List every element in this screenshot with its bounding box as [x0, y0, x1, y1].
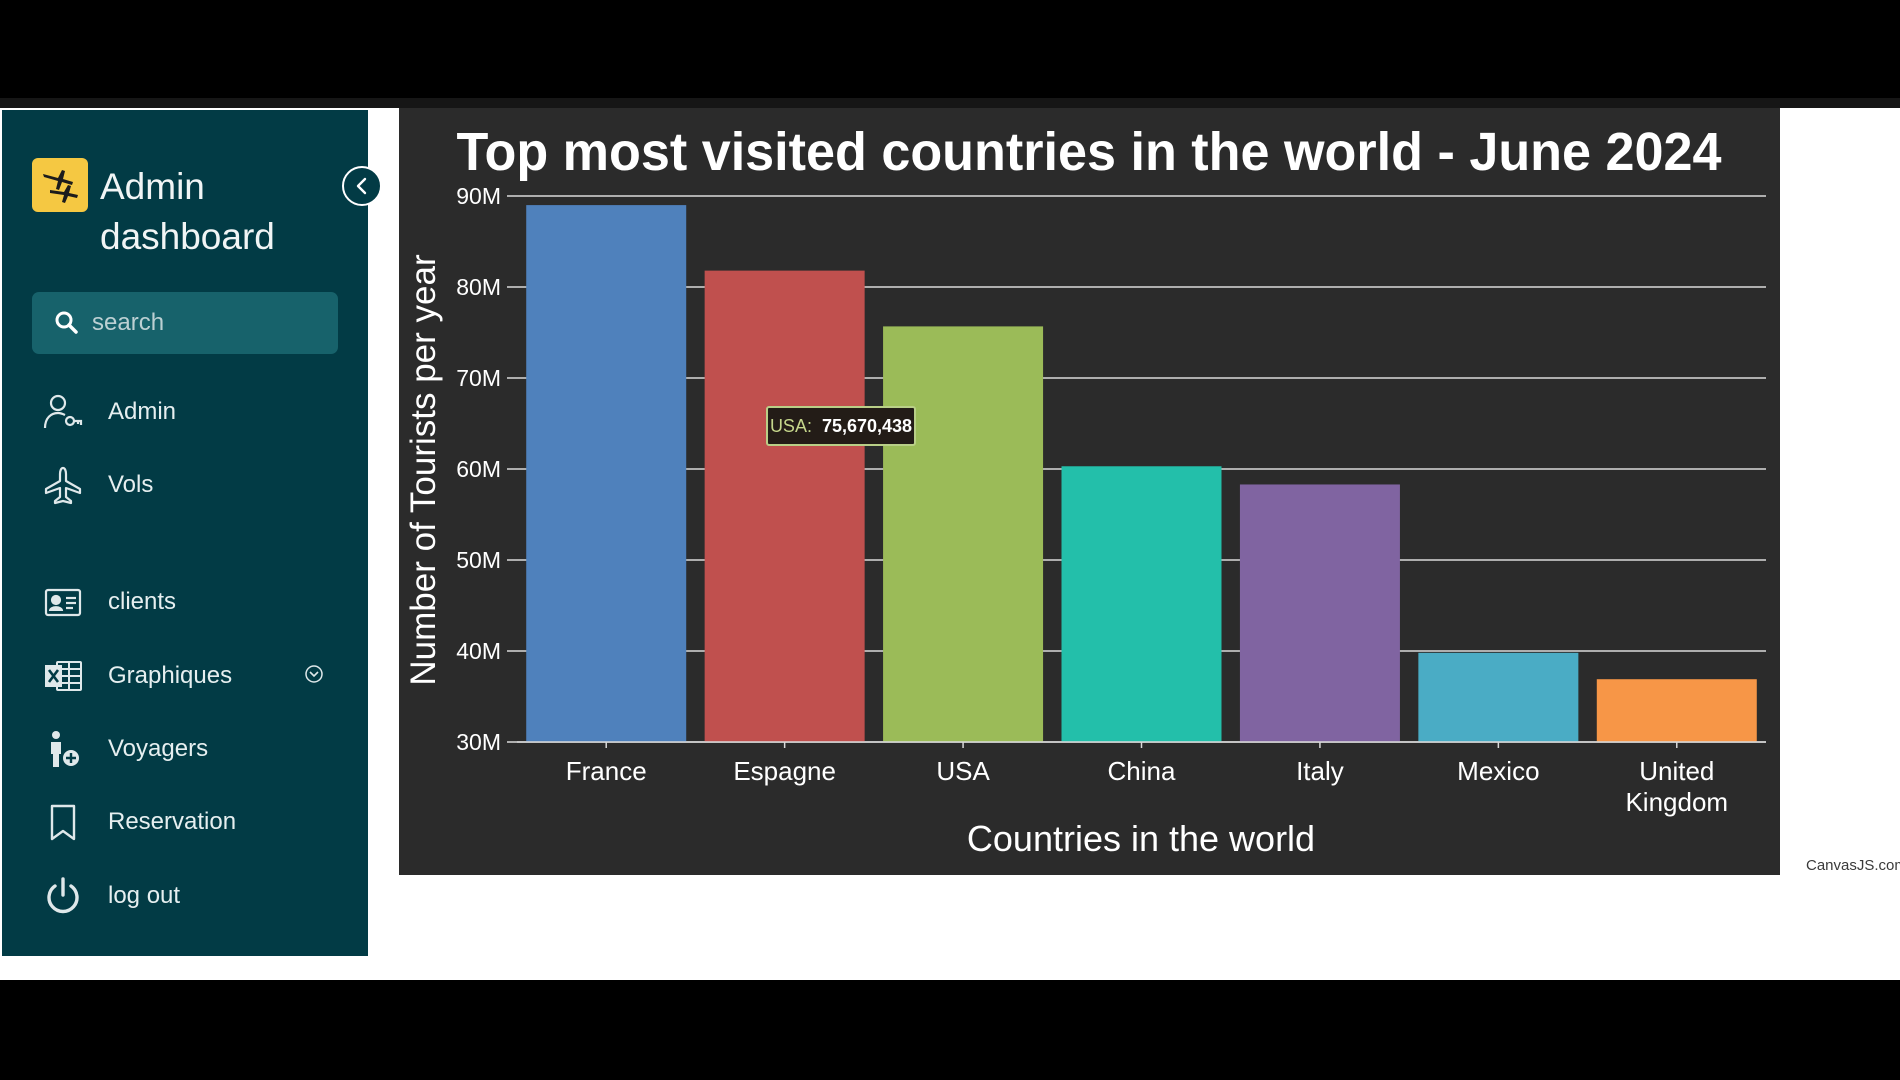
- sidebar-item-admin[interactable]: Admin: [42, 386, 342, 438]
- y-tick-label: 70M: [456, 365, 501, 391]
- sidebar-item-reservation[interactable]: Reservation: [42, 796, 342, 848]
- user-key-icon: [42, 391, 84, 433]
- x-tick-label: United: [1639, 756, 1714, 786]
- chart-credit[interactable]: CanvasJS.com: [1806, 857, 1900, 874]
- chevron-left-icon: [356, 177, 367, 195]
- x-axis-title: Countries in the world: [967, 818, 1315, 859]
- airplanes-logo-icon: [43, 170, 78, 203]
- sidebar-item-clients[interactable]: clients: [42, 576, 342, 628]
- sidebar-item-graphiques[interactable]: Graphiques: [42, 650, 342, 702]
- sidebar-item-label: Voyagers: [108, 735, 209, 762]
- chevron-down-icon[interactable]: [304, 664, 324, 684]
- person-add-icon: [42, 728, 84, 770]
- sidebar-item-label: Graphiques: [108, 662, 233, 689]
- bar[interactable]: [1596, 679, 1757, 742]
- bar[interactable]: [1061, 466, 1222, 742]
- x-tick-label: Mexico: [1457, 756, 1539, 786]
- tooltip: USA: 75,670,438: [766, 406, 916, 446]
- airplane-icon: [42, 464, 84, 506]
- bar-chart: Top most visited countries in the world …: [404, 122, 1766, 859]
- sidebar-item-label: Admin: [108, 398, 177, 425]
- y-tick-label: 90M: [456, 183, 501, 209]
- y-tick-label: 30M: [456, 729, 501, 755]
- x-tick-label: France: [566, 756, 647, 786]
- y-tick-label: 50M: [456, 547, 501, 573]
- chart-title: Top most visited countries in the world …: [457, 122, 1722, 182]
- sidebar-item-label: Reservation: [108, 808, 237, 835]
- chart-panel: Top most visited countries in the world …: [399, 108, 1780, 875]
- sidebar-item-vols[interactable]: Vols: [42, 459, 342, 511]
- x-tick-label: Italy: [1296, 756, 1344, 786]
- contact-card-icon: [42, 581, 84, 623]
- sidebar-item-label: Vols: [108, 471, 154, 498]
- x-tick-label: USA: [936, 756, 990, 786]
- top-black-bar: [0, 0, 1900, 98]
- x-tick-label: Espagne: [733, 756, 836, 786]
- sidebar-item-logout[interactable]: log out: [42, 870, 342, 922]
- collapse-sidebar-button[interactable]: [342, 166, 382, 206]
- sidebar-item-label: clients: [108, 588, 177, 615]
- brand-title: Admin dashboard: [100, 166, 275, 257]
- y-axis-title: Number of Tourists per year: [404, 254, 443, 686]
- bar[interactable]: [883, 326, 1044, 742]
- search-box[interactable]: [32, 292, 338, 354]
- power-icon: [42, 875, 84, 917]
- bottom-black-bar: [0, 980, 1900, 1080]
- bookmark-icon: [42, 801, 84, 843]
- search-icon: [55, 311, 78, 334]
- sidebar-item-voyagers[interactable]: Voyagers: [42, 723, 342, 775]
- bar[interactable]: [704, 270, 865, 742]
- tooltip-value: 75,670,438: [821, 415, 913, 436]
- window-edge: [0, 98, 1900, 108]
- search-input[interactable]: [90, 308, 324, 338]
- logo: [32, 158, 88, 212]
- excel-icon: [42, 655, 84, 697]
- sidebar-item-label: log out: [108, 882, 181, 909]
- x-tick-label: China: [1108, 756, 1176, 786]
- bar[interactable]: [1418, 652, 1579, 742]
- y-tick-label: 60M: [456, 456, 501, 482]
- bar[interactable]: [1239, 484, 1400, 742]
- x-tick-label: Kingdom: [1625, 787, 1728, 817]
- bar[interactable]: [526, 205, 687, 743]
- tooltip-label: USA:: [769, 415, 812, 436]
- y-tick-label: 40M: [456, 638, 501, 664]
- sidebar: Admin dashboard Admin Vols: [2, 110, 382, 956]
- y-tick-label: 80M: [456, 274, 501, 300]
